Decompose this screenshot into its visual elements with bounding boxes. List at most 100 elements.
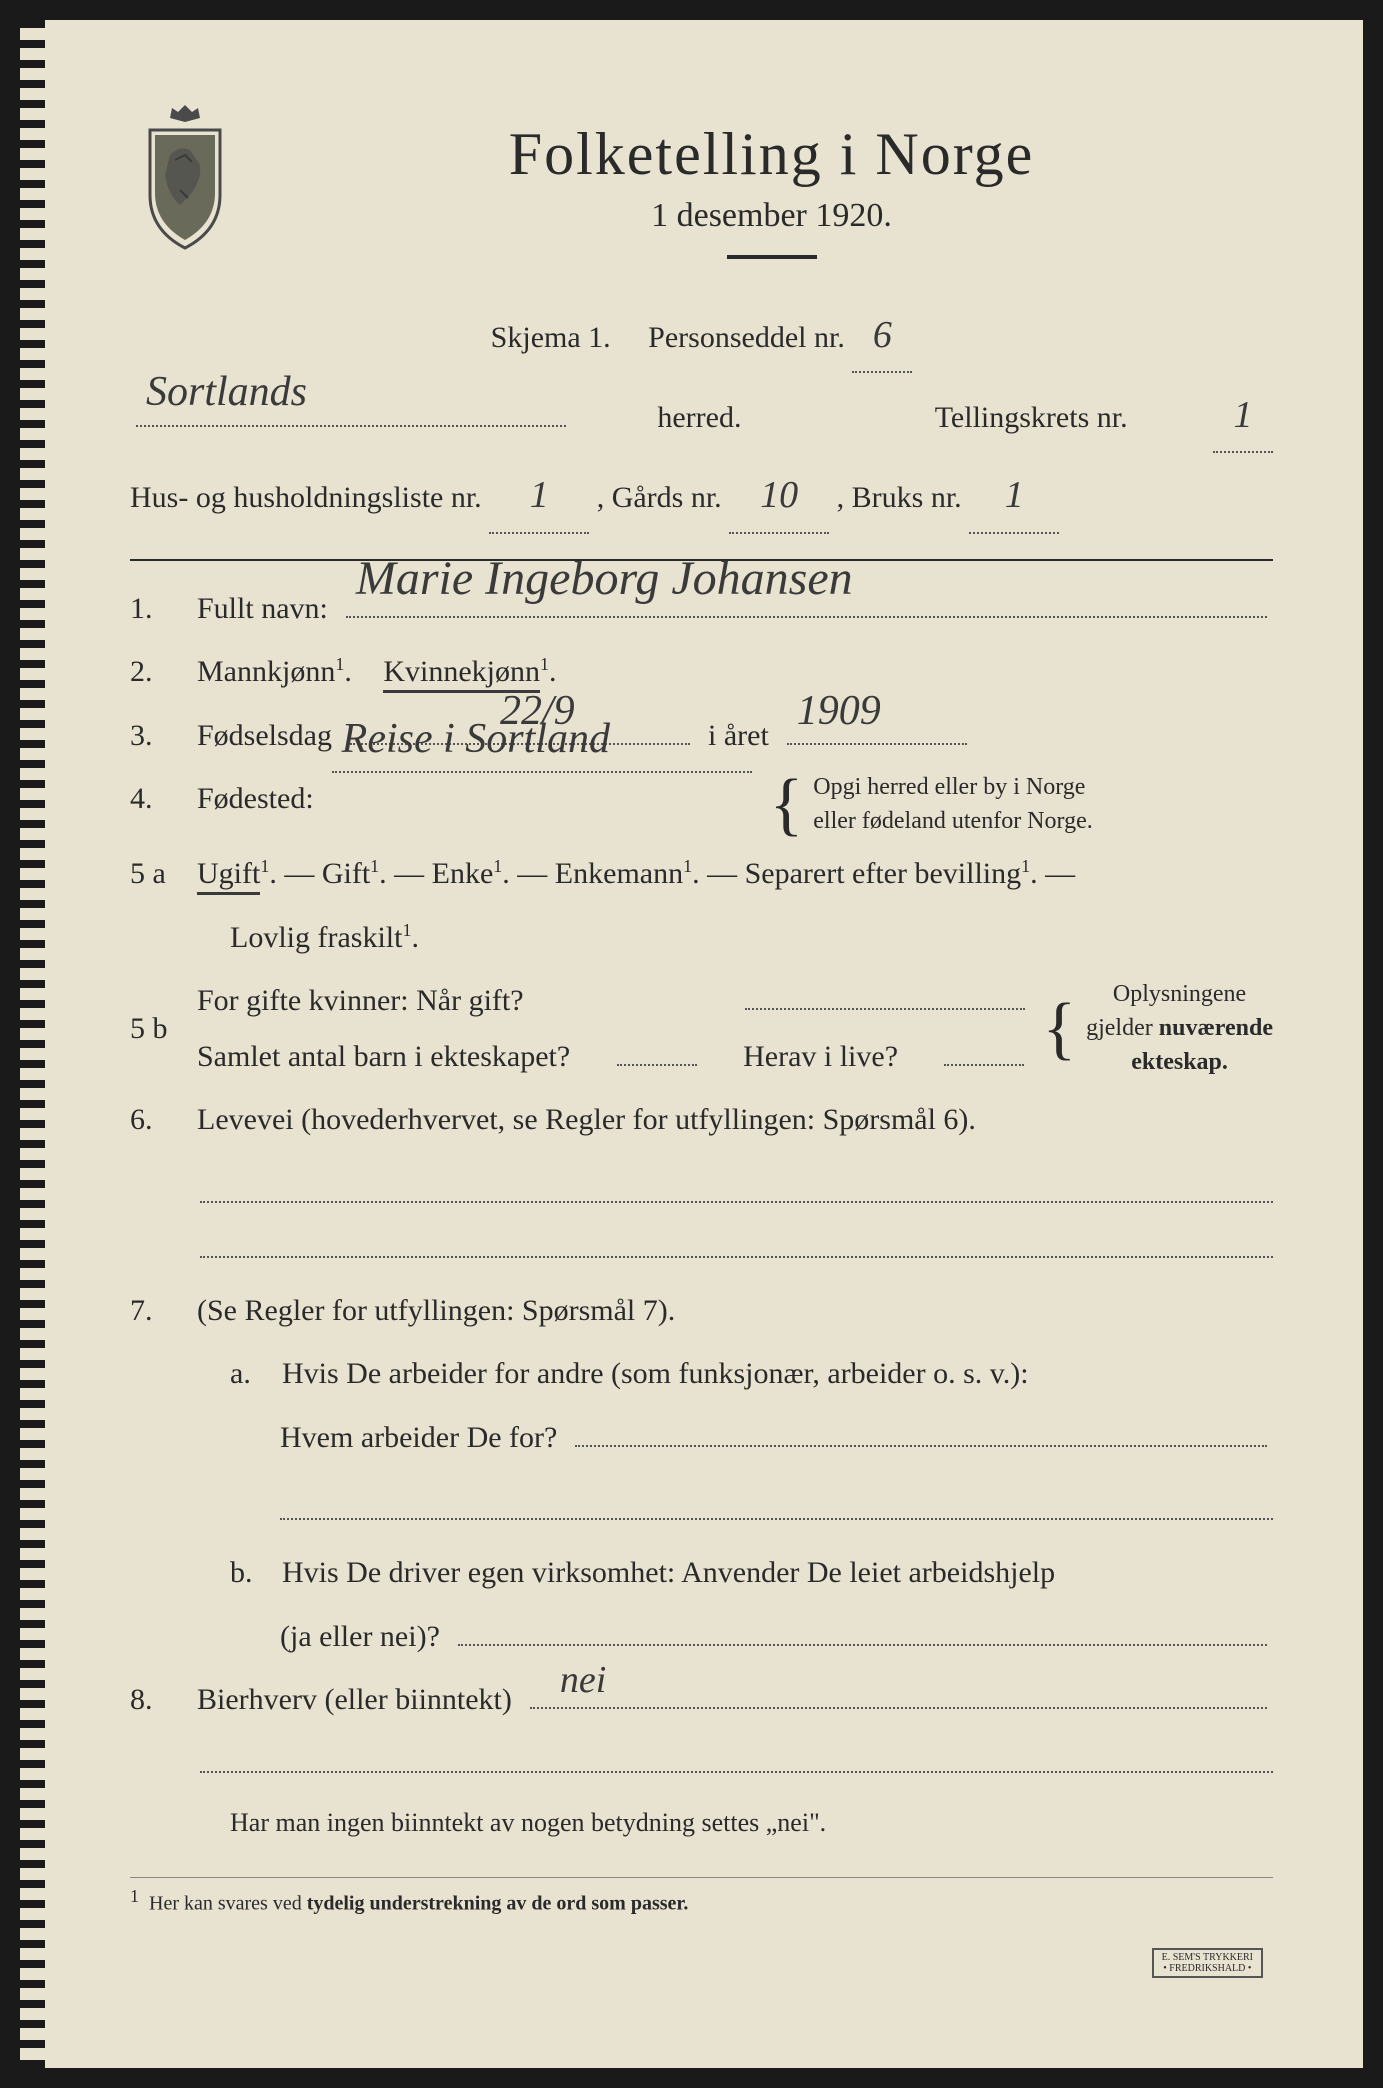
husliste-nr: 1: [530, 459, 549, 531]
subtitle: 1 desember 1920.: [270, 197, 1273, 235]
gards-field: 10: [729, 459, 829, 533]
q5a-row: 5 a Ugift1. — Gift1. — Enke1. — Enkemann…: [130, 846, 1273, 902]
q6-field-1: [200, 1173, 1273, 1203]
q5a-opt3: Enke: [432, 857, 494, 890]
q7-label: (Se Regler for utfyllingen: Spørsmål 7).: [197, 1283, 675, 1339]
q3-year-label: i året: [708, 708, 769, 764]
q5a-opt6: Lovlig fraskilt: [230, 921, 402, 954]
printer-l1: E. SEM'S TRYKKERI: [1162, 1952, 1253, 1963]
q8-field-2: [200, 1743, 1273, 1773]
bruks-field: 1: [969, 459, 1059, 533]
q8-note: Har man ingen biinntekt av nogen betydni…: [130, 1798, 1273, 1847]
q5b-note-l3: ekteskap.: [1086, 1046, 1273, 1080]
title-block: Folketelling i Norge 1 desember 1920.: [270, 120, 1273, 289]
q3-year-field: 1909: [787, 743, 967, 745]
q5b-content: For gifte kvinner: Når gift? Samlet anta…: [197, 973, 1031, 1084]
q7b-line1: Hvis De driver egen virksomhet: Anvender…: [282, 1545, 1055, 1601]
q5b-note-l1: Oplysningene: [1086, 978, 1273, 1012]
q5a-sep2: . —: [379, 857, 424, 890]
q5b-field3: [944, 1064, 1024, 1066]
q7a-num: a.: [230, 1346, 270, 1402]
q5a-s3: 1: [493, 856, 502, 876]
q5b-line1: For gifte kvinner: Når gift?: [197, 973, 1031, 1029]
personseddel-label: Personseddel nr.: [648, 321, 845, 354]
q4-note-group: { Opgi herred eller by i Norge eller fød…: [770, 771, 1093, 838]
q4-num: 4.: [130, 771, 185, 827]
brace-icon: {: [770, 787, 804, 822]
q5b-row: 5 b For gifte kvinner: Når gift? Samlet …: [130, 973, 1273, 1084]
q7a-row2: Hvem arbeider De for?: [130, 1410, 1273, 1466]
q1-num: 1.: [130, 581, 185, 637]
q7b-line2: (ja eller nei)?: [280, 1609, 440, 1665]
q3-year: 1909: [797, 673, 881, 751]
q7b-row: b. Hvis De driver egen virksomhet: Anven…: [130, 1545, 1273, 1601]
q3-row: 3. Fødselsdag 22/9 i året 1909: [130, 708, 1273, 764]
q1-row: 1. Fullt navn: Marie Ingeborg Johansen: [130, 581, 1273, 637]
q5b-note-group: { Oplysningene gjelder nuværende ekteska…: [1043, 978, 1274, 1079]
husliste-line: Hus- og husholdningsliste nr. 1 , Gårds …: [130, 459, 1273, 533]
q5b-label1: For gifte kvinner: Når gift?: [197, 973, 524, 1029]
form-header: Folketelling i Norge 1 desember 1920.: [130, 120, 1273, 289]
herred-label: herred.: [657, 389, 741, 446]
q2-p1: .: [344, 655, 352, 688]
q6-label: Levevei (hovederhvervet, se Regler for u…: [197, 1092, 976, 1148]
q3-label: Fødselsdag: [197, 708, 332, 764]
tellingskrets-field: 1: [1213, 379, 1273, 453]
printer-l2: • FREDRIKSHALD •: [1162, 1963, 1253, 1974]
q5a-opt4: Enkemann: [555, 857, 683, 890]
tellingskrets-nr: 1: [1233, 379, 1252, 451]
husliste-label: Hus- og husholdningsliste nr.: [130, 481, 482, 514]
q4-note-l2: eller fødeland utenfor Norge.: [813, 805, 1092, 839]
q5a-s4: 1: [683, 856, 692, 876]
q5b-label3: Herav i live?: [743, 1029, 898, 1085]
gards-label: , Gårds nr.: [597, 481, 722, 514]
q5a-sep5: . —: [1030, 857, 1075, 890]
q6-field-2: [200, 1228, 1273, 1258]
q8-label: Bierhverv (eller biinntekt): [197, 1672, 512, 1728]
q1-value: Marie Ingeborg Johansen: [356, 535, 853, 624]
q5b-note: Oplysningene gjelder nuværende ekteskap.: [1086, 978, 1273, 1079]
q7a-field-2: [280, 1490, 1273, 1520]
bruks-nr: 1: [1005, 459, 1024, 531]
perforation-edge: [20, 20, 45, 2068]
q5a-sep3: . —: [502, 857, 547, 890]
bruks-label: , Bruks nr.: [837, 481, 962, 514]
q2-mann: Mannkjønn1.: [197, 644, 352, 700]
q7-row: 7. (Se Regler for utfyllingen: Spørsmål …: [130, 1283, 1273, 1339]
q3-num: 3.: [130, 708, 185, 764]
q6-row: 6. Levevei (hovederhvervet, se Regler fo…: [130, 1092, 1273, 1148]
title-divider: [727, 255, 817, 259]
q2-sup2: 1: [540, 654, 549, 674]
q5b-note-l2: gjelder nuværende: [1086, 1012, 1273, 1046]
q2-num: 2.: [130, 644, 185, 700]
personseddel-nr-field: 6: [852, 299, 912, 373]
brace-icon-2: {: [1043, 1011, 1077, 1046]
q5a-num: 5 a: [130, 846, 185, 902]
q5a-opt2: Gift: [322, 857, 370, 890]
q7a-line2: Hvem arbeider De for?: [280, 1410, 557, 1466]
herred-value: Sortlands: [146, 353, 307, 433]
q7a-line1: Hvis De arbeider for andre (som funksjon…: [282, 1346, 1029, 1402]
q5b-label2: Samlet antal barn i ekteskapet?: [197, 1029, 570, 1085]
q4-field: Reise i Sortland: [332, 771, 752, 773]
q5a-sep1: . —: [269, 857, 314, 890]
q8-value: nei: [560, 1645, 606, 1715]
coat-of-arms-icon: [130, 100, 240, 250]
q7b-num: b.: [230, 1545, 270, 1601]
q5a-opt5: Separert efter bevilling: [745, 857, 1022, 890]
husliste-field: 1: [489, 459, 589, 533]
q8-num: 8.: [130, 1672, 185, 1728]
q8-field: nei: [530, 1707, 1267, 1709]
q4-note: Opgi herred eller by i Norge eller fødel…: [813, 771, 1092, 838]
q7a-field: [575, 1445, 1267, 1447]
q5a-opt6-wrap: Lovlig fraskilt1.: [230, 910, 419, 966]
q5a-row2: Lovlig fraskilt1.: [130, 910, 1273, 966]
q1-label: Fullt navn:: [197, 581, 328, 637]
q1-field: Marie Ingeborg Johansen: [346, 616, 1267, 618]
q6-num: 6.: [130, 1092, 185, 1148]
herred-line: Sortlands herred. Tellingskrets nr. 1: [130, 379, 1273, 453]
q5b-field2: [617, 1064, 697, 1066]
footnote-sup: 1: [130, 1886, 139, 1906]
q5a-s6: 1: [402, 920, 411, 940]
q4-label: Fødested:: [197, 771, 314, 827]
